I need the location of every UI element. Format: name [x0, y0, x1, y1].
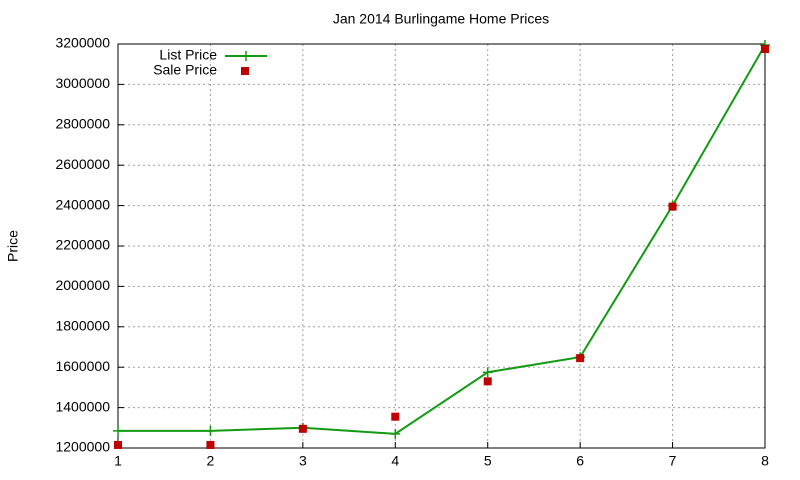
- x-tick-label: 5: [484, 453, 492, 469]
- y-axis-label: Price: [5, 230, 21, 262]
- legend-label: List Price: [159, 47, 217, 63]
- point: [114, 440, 122, 449]
- y-tick-label: 2600000: [55, 156, 110, 172]
- plot-frame: [117, 43, 766, 449]
- point: [390, 428, 401, 439]
- y-tick-label: 1400000: [55, 398, 110, 414]
- point: [668, 202, 677, 211]
- point: [391, 412, 400, 421]
- x-tick-label: 8: [761, 453, 769, 469]
- point: [205, 425, 216, 436]
- point: [113, 425, 123, 436]
- legend-marker: [241, 51, 251, 61]
- x-tick-label: 1: [114, 453, 122, 469]
- chart-title: Jan 2014 Burlingame Home Prices: [333, 11, 549, 27]
- legend-marker: [241, 67, 249, 75]
- point: [298, 424, 307, 433]
- y-tick-label: 3000000: [55, 75, 110, 91]
- y-tick-label: 2200000: [55, 237, 110, 253]
- x-tick-label: 2: [207, 453, 215, 469]
- y-tick-label: 2400000: [55, 196, 110, 212]
- y-tick-label: 3200000: [55, 35, 110, 51]
- x-tick-label: 7: [669, 453, 677, 469]
- point: [576, 354, 585, 363]
- y-tick-label: 2800000: [55, 116, 110, 132]
- point: [483, 377, 492, 386]
- legend-label: Sale Price: [153, 62, 217, 78]
- y-tick-label: 2000000: [55, 277, 110, 293]
- x-tick-label: 6: [576, 453, 584, 469]
- point: [206, 440, 215, 449]
- x-tick-label: 3: [299, 453, 307, 469]
- y-tick-label: 1200000: [55, 439, 110, 455]
- x-tick-label: 4: [391, 453, 399, 469]
- point: [482, 367, 493, 378]
- point: [761, 45, 769, 54]
- line: [118, 44, 766, 435]
- y-tick-label: 1800000: [55, 318, 110, 334]
- y-tick-label: 1600000: [55, 358, 110, 374]
